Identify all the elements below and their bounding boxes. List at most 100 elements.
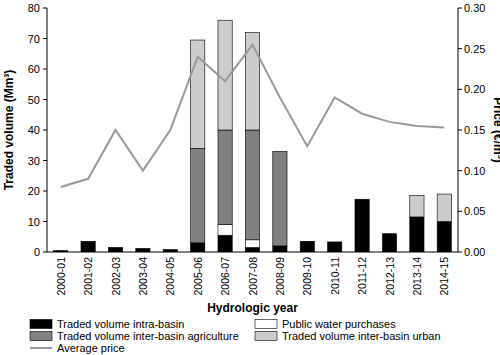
bar [218,235,232,252]
bar [191,243,205,252]
legend-label: Average price [57,342,125,354]
legend-label: Traded volume inter-basin agriculture [57,330,239,342]
x-tick-label: 2002-03 [110,257,122,296]
bar [328,241,342,242]
x-tick-label: 2011-12 [356,257,368,295]
bar [300,241,314,242]
legend-label: Traded volume intra-basin [57,318,184,330]
y2-tick [458,48,462,49]
bar [300,241,314,242]
bar [300,241,314,252]
bar [245,240,259,248]
bar [163,249,177,250]
y2-tick [458,252,462,253]
bar [355,199,369,200]
bar [273,151,287,246]
legend-key [30,332,52,341]
x-tick-label: 2009-10 [301,257,313,296]
bar [54,250,68,251]
x-tick-label: 2001-02 [82,257,94,296]
y2-tick-label: 0.10 [464,165,485,177]
y-tick-label: 40 [28,124,40,136]
bar [410,196,424,217]
y2-tick-label: 0.30 [464,2,485,14]
bar [81,241,95,242]
y2-tick-label: 0.15 [464,124,485,136]
y-tick-label: 0 [34,246,40,258]
x-tick-label: 2005-06 [192,257,204,296]
marks [54,20,452,252]
bar [163,249,177,250]
legend-key [255,332,277,341]
x-tick-label: 2006-07 [219,257,231,296]
legend-key [30,320,52,329]
y-tick [43,38,47,39]
y2-tick [458,89,462,90]
y-tick [43,160,47,161]
price-line [61,45,445,187]
y-tick-label: 80 [28,2,40,14]
bar [300,241,314,242]
y-tick-label: 70 [28,33,40,45]
bar [81,241,95,242]
y-tick-label: 20 [28,185,40,197]
bar [136,248,150,249]
legend-label: Traded volume inter-basin urban [282,330,441,342]
y2-tick [458,211,462,212]
legend-label: Public water purchases [282,318,396,330]
bar [382,234,396,252]
bar [328,242,342,252]
y2-tick-label: 0.05 [464,205,485,217]
bar [54,250,68,251]
bar [410,217,424,252]
y-tick [43,8,47,9]
bar [382,233,396,234]
bar [273,246,287,252]
y-axis-title: Traded volume (Mm³) [2,70,16,191]
y-tick [43,69,47,70]
legend-key [30,347,52,349]
bar [81,241,95,242]
x-axis-title: Hydrologic year [207,301,298,315]
y-tick [43,221,47,222]
y-tick-label: 60 [28,63,40,75]
y-tick [43,99,47,100]
bar [355,199,369,200]
y2-tick [458,8,462,9]
bar [136,248,150,249]
y-tick-label: 50 [28,94,40,106]
bar [81,241,95,252]
bar [218,225,232,236]
y-tick-label: 30 [28,155,40,167]
bar [437,222,451,253]
chart: 010203040506070800.000.050.100.150.200.2… [0,0,500,355]
y-tick-label: 10 [28,216,40,228]
y-tick [43,252,47,253]
bar [328,241,342,242]
bar [355,199,369,200]
bar [54,250,68,251]
bar [328,241,342,242]
x-tick-label: 2013-14 [411,257,423,296]
y2-tick [458,130,462,131]
x-tick-label: 2000-01 [55,257,67,296]
bar [355,199,369,252]
y2-tick-label: 0.25 [464,43,485,55]
bar [437,194,451,221]
bar [191,148,205,243]
axes: 010203040506070800.000.050.100.150.200.2… [28,2,486,296]
bar [382,233,396,234]
x-axis [47,252,458,253]
bar [273,151,287,152]
x-tick-label: 2010-11 [329,257,341,295]
x-tick-label: 2004-05 [164,257,176,296]
legend: Traded volume intra-basin Public water pu… [30,318,441,354]
x-tick-label: 2008-09 [274,257,286,296]
x-tick-label: 2014-15 [438,257,450,296]
bar [136,248,150,249]
legend-key [255,320,277,329]
y-tick [43,191,47,192]
bar [382,233,396,234]
y-tick [43,130,47,131]
y2-axis-title: Price (€/m³) [491,97,500,162]
